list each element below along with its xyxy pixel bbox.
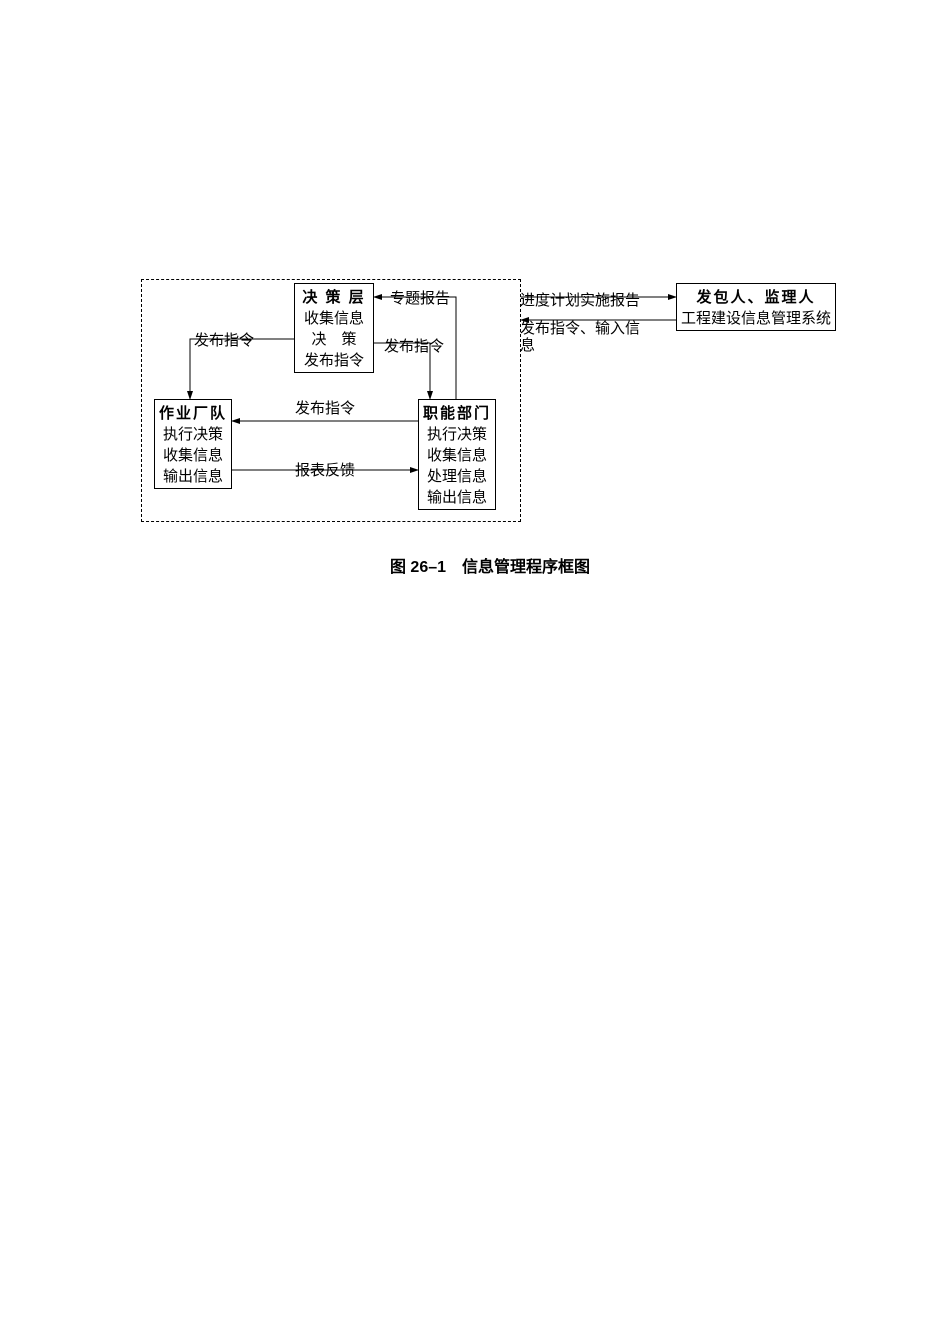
node-decision-line3: 发布指令 <box>299 349 369 370</box>
node-workshop-title: 作业厂队 <box>159 402 227 423</box>
figure-caption: 图 26–1 信息管理程序框图 <box>130 553 850 577</box>
node-function-line4: 输出信息 <box>423 486 491 507</box>
label-progress-report: 进度计划实施报告 <box>520 289 640 310</box>
label-issue-input: 发布指令、输入信息 <box>520 321 652 354</box>
label-special-report: 专题报告 <box>390 287 450 308</box>
label-issue-right: 发布指令 <box>384 335 444 356</box>
label-report-feedback: 报表反馈 <box>295 459 355 480</box>
node-external-line1: 工程建设信息管理系统 <box>681 307 831 328</box>
label-issue-mid: 发布指令 <box>295 397 355 418</box>
node-function-line3: 处理信息 <box>423 465 491 486</box>
node-decision-line2: 决 策 <box>299 328 369 349</box>
label-issue-left: 发布指令 <box>194 329 254 350</box>
node-function-line1: 执行决策 <box>423 423 491 444</box>
node-workshop-line1: 执行决策 <box>159 423 227 444</box>
node-external-title: 发包人、监理人 <box>681 286 831 307</box>
node-function: 职能部门 执行决策 收集信息 处理信息 输出信息 <box>418 399 496 510</box>
node-function-line2: 收集信息 <box>423 444 491 465</box>
node-decision: 决 策 层 收集信息 决 策 发布指令 <box>294 283 374 373</box>
node-decision-title: 决 策 层 <box>299 286 369 307</box>
node-external: 发包人、监理人 工程建设信息管理系统 <box>676 283 836 331</box>
node-decision-line1: 收集信息 <box>299 307 369 328</box>
node-workshop: 作业厂队 执行决策 收集信息 输出信息 <box>154 399 232 489</box>
node-workshop-line2: 收集信息 <box>159 444 227 465</box>
node-workshop-line3: 输出信息 <box>159 465 227 486</box>
node-function-title: 职能部门 <box>423 402 491 423</box>
